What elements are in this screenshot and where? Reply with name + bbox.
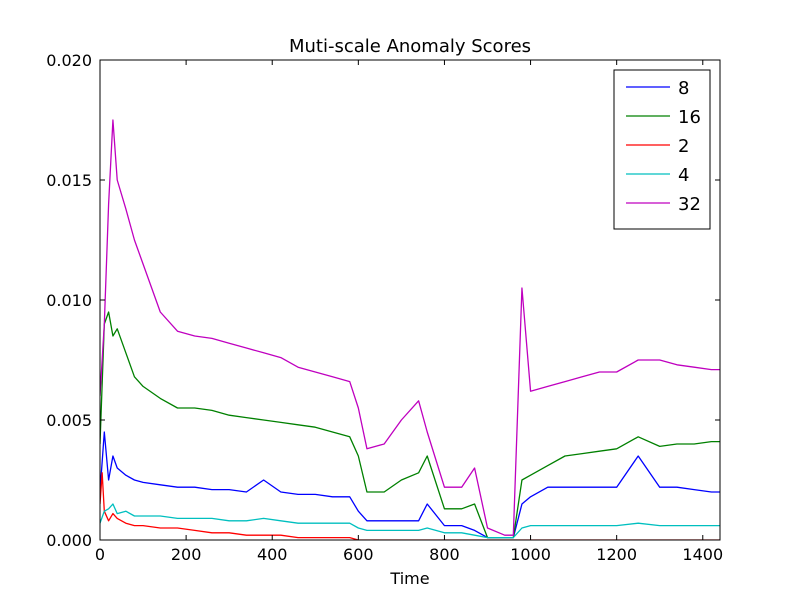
x-tick-label: 1000 [510,545,551,564]
x-tick-label: 1400 [682,545,723,564]
series-line-8 [100,431,720,539]
x-tick-label: 600 [343,545,374,564]
series-line-32 [100,119,720,536]
x-axis-label: Time [389,569,429,588]
legend-label-2: 2 [678,136,689,157]
legend-label-4: 4 [678,165,689,186]
x-tick-label: 400 [257,545,288,564]
series-lines [100,119,720,540]
y-tick-label: 0.020 [46,51,92,70]
x-tick-label: 0 [95,545,105,564]
plot-area: 0 200 400 600 800 1000 1200 1400 0.000 0.005 0.010… [46,51,723,564]
y-tick-label: 0.015 [46,171,92,190]
legend-label-16: 16 [678,107,701,128]
x-tick-label: 200 [171,545,202,564]
y-tick-label: 0.010 [46,291,92,310]
series-line-16 [100,311,720,539]
series-line-2 [100,472,720,540]
y-tick-label: 0.000 [46,531,92,550]
x-tick-label: 1200 [596,545,637,564]
y-tick-label: 0.005 [46,411,92,430]
x-tick-label: 800 [429,545,460,564]
legend-label-8: 8 [678,78,689,99]
chart-title: Muti-scale Anomaly Scores [289,36,531,57]
series-line-4 [100,503,720,539]
legend-label-32: 32 [678,194,701,215]
